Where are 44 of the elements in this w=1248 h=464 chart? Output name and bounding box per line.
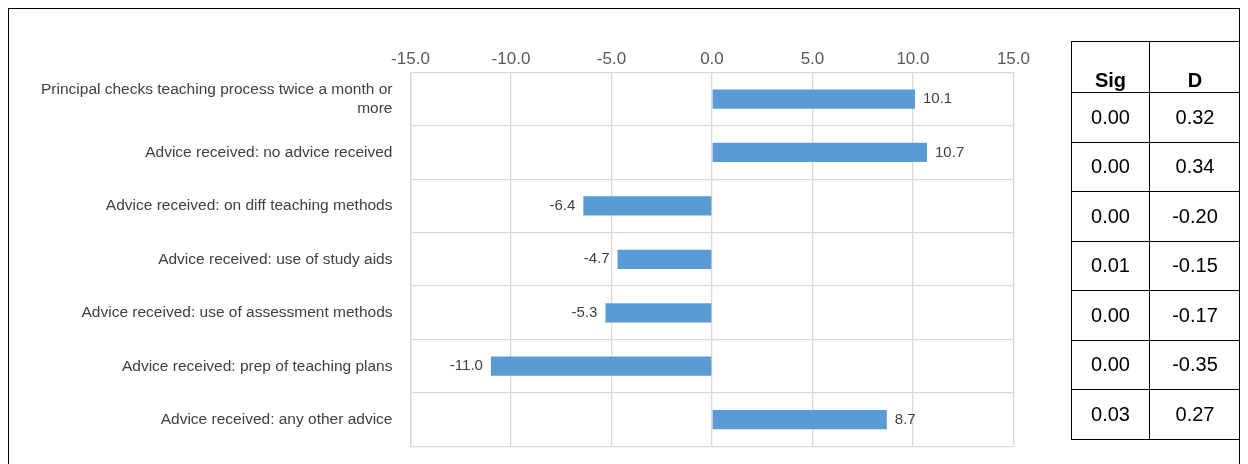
text: 0.27: [1175, 402, 1215, 425]
text: 0.03: [1091, 402, 1130, 425]
data-label: 10.1: [922, 89, 953, 107]
data-label: -5.3: [571, 302, 598, 320]
bar: [617, 249, 712, 269]
x-tick-label: 0.0: [700, 48, 724, 68]
data-label: 10.7: [935, 142, 965, 160]
bar: [712, 410, 887, 430]
bar: [490, 356, 712, 376]
y-tick-label: Advice received: prep of teaching plans: [121, 356, 393, 374]
text: -0.20: [1172, 204, 1218, 227]
text: 0.00: [1091, 155, 1130, 178]
text: -0.15: [1172, 254, 1218, 277]
text: -0.17: [1172, 303, 1218, 326]
data-label: 8.7: [894, 409, 916, 427]
text: 0.01: [1091, 254, 1130, 277]
text: 0.34: [1175, 155, 1215, 178]
y-tick-label: Advice received: any other advice: [160, 409, 393, 427]
text: 0.32: [1175, 105, 1215, 128]
data-label: -6.4: [549, 196, 576, 214]
data-label: -11.0: [449, 356, 483, 374]
y-tick-label: Advice received: on diff teaching methods: [105, 196, 393, 214]
y-tick-label: Advice received: no advice received: [145, 142, 393, 160]
category-label: D: [1149, 41, 1241, 93]
bar: [583, 196, 712, 216]
text: 0.00: [1091, 353, 1130, 376]
bar: [712, 89, 915, 109]
x-tick-label: -5.0: [596, 48, 627, 68]
bar: [605, 303, 712, 323]
text: 0.00: [1091, 105, 1130, 128]
y-tick-label: Principal checks teaching process twice a month or more: [41, 80, 393, 116]
x-tick-label: 15.0: [996, 48, 1030, 68]
bar: [712, 142, 928, 163]
x-tick-label: -10.0: [491, 48, 531, 68]
text: -0.35: [1172, 353, 1218, 376]
x-tick-label: 5.0: [800, 48, 825, 68]
data-label: -4.7: [583, 249, 610, 267]
y-tick-label: Advice received: use of assessment methods: [81, 303, 393, 321]
text: 0.00: [1091, 204, 1130, 227]
text: 0.00: [1091, 303, 1130, 326]
x-tick-label: -15.0: [391, 48, 430, 68]
y-tick-label: Advice received: use of study aids: [158, 249, 393, 267]
category-label: Sig: [1071, 41, 1150, 93]
x-tick-label: 10.0: [896, 48, 930, 68]
